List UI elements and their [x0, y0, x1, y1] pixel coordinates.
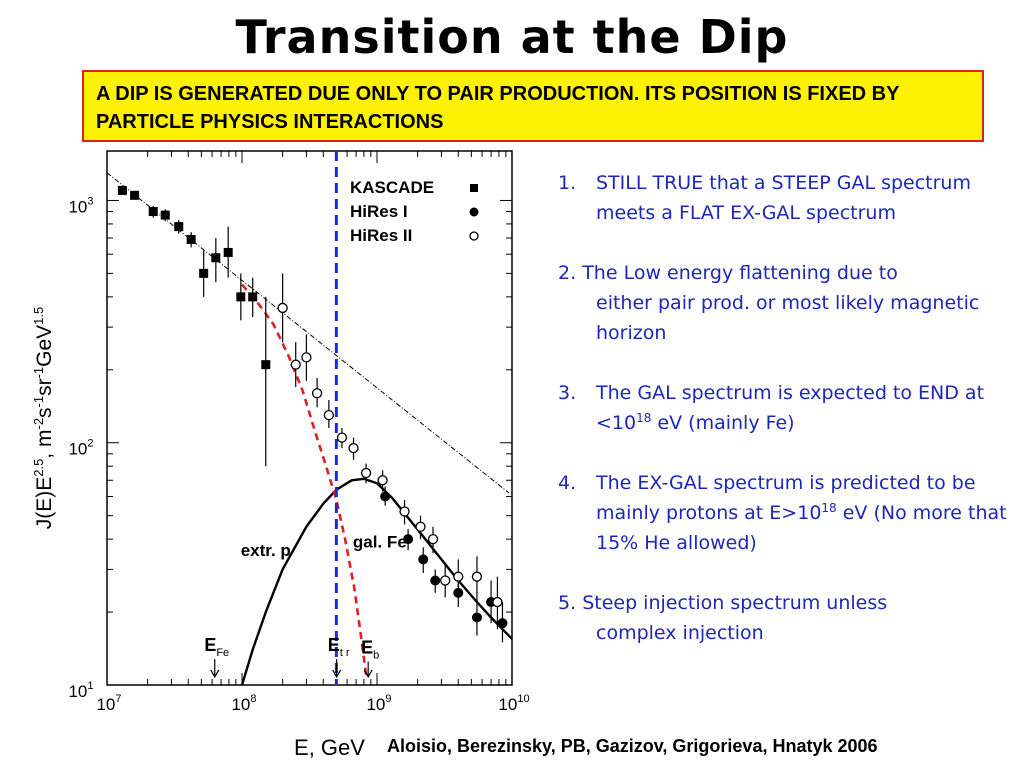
note-text: The EX-GAL spectrum is predicted to be m…: [558, 468, 1018, 558]
series-kascade-point: [199, 268, 209, 278]
note-text: The GAL spectrum is expected to END at <…: [558, 378, 1018, 438]
legend-marker: [469, 207, 479, 217]
series-kascade-point: [117, 185, 127, 195]
energy-marker-label: Et r: [328, 635, 350, 659]
y-tick-label: 101: [68, 680, 93, 701]
spectrum-chart: 107 108 109 1010 101 102 103 E, GeV J(E)E2.5, m-…: [31, 150, 530, 760]
series-hires-ii-point: [290, 359, 301, 370]
series-hires-i-point: [430, 575, 441, 586]
series-kascade-point: [261, 360, 271, 370]
note-text-post: eV (No more that 15% He allowed): [596, 502, 1007, 554]
note-4: 4. The EX-GAL spectrum is predicted to b…: [558, 468, 1018, 558]
note-text-pre: The GAL spectrum is expected to END at <…: [596, 382, 985, 434]
series-kascade-point: [160, 210, 170, 220]
plot-frame: [106, 150, 513, 686]
series-kascade-point: [148, 207, 158, 217]
legend-marker: [470, 184, 478, 192]
series-kascade-point: [236, 292, 246, 302]
series-hires-i-point: [471, 612, 482, 623]
y-tick-label: 103: [68, 195, 93, 216]
series-hires-ii-point: [301, 352, 312, 363]
series-hires-ii-point: [336, 432, 348, 443]
x-tick-label: 108: [231, 693, 256, 714]
energy-marker-arrowhead: [332, 669, 342, 679]
series-hires-ii-point: [440, 575, 451, 586]
series-hires-ii-point: [311, 388, 323, 399]
note-3: 3. The GAL spectrum is expected to END a…: [558, 378, 1018, 438]
series-hires-ii-point: [453, 571, 464, 582]
note-number: 2.: [558, 262, 577, 284]
series-hires-i-point: [403, 534, 414, 545]
energy-marker-arrowhead: [363, 669, 373, 679]
legend-label: KASCADE: [350, 178, 434, 197]
energy-marker-arrowhead: [210, 669, 220, 679]
note-text-rest: either pair prod. or most likely magneti…: [596, 292, 980, 344]
y-tick-label: 102: [68, 438, 93, 459]
note-text-rest: complex injection: [596, 622, 764, 644]
note-number: 4.: [558, 472, 577, 494]
series-hires-ii-point: [471, 571, 483, 582]
x-axis-label: E, GeV: [294, 735, 365, 760]
x-tick-label: 109: [366, 693, 391, 714]
series-hires-ii-point: [399, 506, 410, 517]
curve-gal-fe: [241, 283, 368, 676]
series-kascade-point: [186, 234, 196, 244]
x-tick-label: 1010: [498, 693, 529, 714]
note-2: 2. The Low energy flattening due to eith…: [558, 258, 1018, 348]
note-text: STILL TRUE that a STEEP GAL spectrum mee…: [596, 172, 971, 224]
callout-box: A DIP IS GENERATED DUE ONLY TO PAIR PROD…: [82, 70, 984, 142]
series-hires-ii-point: [360, 467, 372, 479]
slide-title: Transition at the Dip: [235, 10, 789, 64]
x-tick-label: 107: [96, 693, 121, 714]
series-kascade-point: [211, 253, 221, 263]
note-text-line: The Low energy flattening due to: [582, 262, 898, 284]
series-kascade-point: [223, 247, 233, 257]
legend-label: HiRes II: [350, 226, 412, 245]
citation: Aloisio, Berezinsky, PB, Gazizov, Grigor…: [387, 736, 878, 756]
energy-marker-label: EFe: [204, 635, 229, 659]
series-hires-ii-point: [427, 533, 439, 545]
series-hires-i-point: [453, 587, 464, 598]
note-1: 1. STILL TRUE that a STEEP GAL spectrum …: [558, 168, 1018, 228]
curve-power-law: [106, 172, 510, 494]
series-hires-ii-point: [415, 521, 426, 532]
series-hires-ii-point: [377, 475, 388, 486]
series-hires-i-point: [418, 554, 429, 565]
series-kascade-point: [248, 292, 258, 302]
legend-marker: [469, 231, 479, 241]
series-hires-ii-point: [348, 442, 359, 454]
note-text-first: 2. The Low energy flattening due to: [558, 258, 1018, 288]
note-number: 3.: [558, 382, 577, 404]
series-kascade-point: [130, 190, 140, 200]
note-text-pre: The EX-GAL spectrum is predicted to be m…: [596, 472, 976, 524]
legend-label: HiRes I: [350, 202, 408, 221]
note-text-line: Steep injection spectrum unless: [582, 592, 888, 614]
series-hires-ii-point: [277, 302, 288, 314]
curve-label: extr. p: [241, 541, 291, 560]
energy-marker-label: Eb: [361, 637, 379, 661]
notes-list: 1. STILL TRUE that a STEEP GAL spectrum …: [558, 168, 1018, 678]
series-hires-ii-point: [492, 596, 503, 608]
series-hires-i-point: [497, 618, 508, 629]
note-exponent: 18: [821, 501, 837, 515]
curve-label: gal. Fe: [353, 532, 407, 551]
note-5: 5. Steep injection spectrum unless compl…: [558, 588, 1018, 648]
note-text-post: eV (mainly Fe): [651, 412, 795, 434]
note-number: 5.: [558, 592, 577, 614]
y-axis-label: J(E)E2.5, m-2s-1sr-1GeV1.5: [31, 307, 56, 530]
note-number: 1.: [558, 172, 577, 194]
series-hires-i-point: [380, 491, 391, 502]
note-exponent: 18: [636, 411, 652, 425]
series-hires-ii-point: [323, 409, 335, 421]
note-text-first: 5. Steep injection spectrum unless: [558, 588, 1018, 618]
series-kascade-point: [174, 222, 184, 232]
